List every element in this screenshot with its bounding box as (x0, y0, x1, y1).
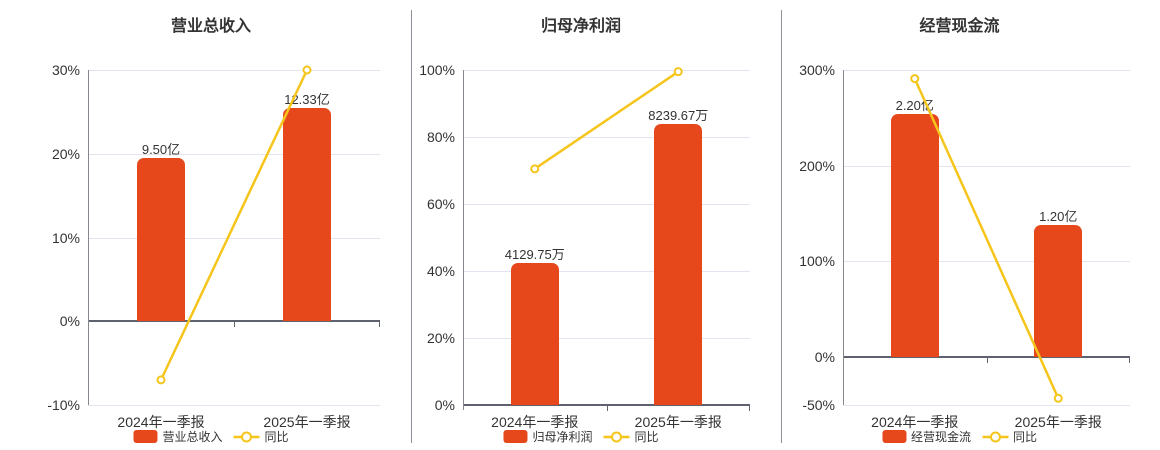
yoy-marker (910, 74, 920, 84)
y-tick-label: 200% (799, 157, 835, 174)
bar (510, 262, 559, 405)
legend: 归母净利润 同比 (503, 428, 659, 445)
legend-bar-swatch[interactable] (133, 430, 158, 443)
y-axis-line (843, 70, 844, 405)
panel-divider (781, 10, 782, 443)
bar-value-label: 1.20亿 (1039, 209, 1078, 225)
x-tick-label: 2024年一季报 (117, 414, 205, 430)
gridline (463, 70, 750, 71)
chart-title: 经营现金流 (919, 18, 1000, 35)
bar (890, 113, 939, 358)
legend-bar-label[interactable]: 营业总收入 (162, 430, 223, 444)
x-tick-label: 2025年一季报 (263, 414, 351, 430)
gridline (463, 271, 750, 272)
y-tick-label: 40% (426, 263, 455, 279)
gridline (843, 261, 1130, 263)
legend-yoy-label[interactable]: 同比 (634, 430, 659, 444)
chart-title: 归母净利润 (540, 18, 622, 35)
zero-axis-line (463, 404, 750, 406)
y-tick-label: -50% (802, 397, 835, 413)
legend-yoy-line-icon[interactable] (233, 431, 260, 443)
gridline (463, 338, 750, 339)
axis-tick (606, 406, 608, 411)
axis-tick (749, 406, 750, 411)
gridline (843, 165, 1130, 167)
yoy-marker (1053, 393, 1063, 403)
bar-value-label: 2.20亿 (895, 97, 934, 113)
legend: 经营现金流 同比 (881, 428, 1038, 445)
y-tick-label: 60% (426, 196, 455, 212)
y-tick-label: 0% (434, 397, 455, 413)
bar-value-label: 4129.75万 (504, 246, 565, 262)
gridline (843, 70, 1130, 71)
axis-tick (379, 322, 380, 328)
x-tick-label: 2025年一季报 (634, 414, 722, 430)
axis-tick (1129, 358, 1130, 364)
x-tick-label: 2025年一季报 (1014, 414, 1102, 430)
bar (654, 123, 703, 405)
x-tick-label: 2024年一季报 (491, 414, 579, 430)
chart-title: 营业总收入 (170, 18, 252, 35)
gridline (88, 405, 380, 406)
y-tick-label: 10% (51, 229, 80, 246)
y-axis-line (463, 70, 464, 410)
legend-bar-swatch[interactable] (881, 430, 906, 443)
legend-yoy-label[interactable]: 同比 (1013, 430, 1038, 444)
legend-bar-label[interactable]: 归母净利润 (532, 430, 593, 444)
legend-yoy-line-icon[interactable] (982, 431, 1008, 443)
y-tick-label: 20% (51, 145, 80, 162)
gridline (463, 204, 750, 205)
y-tick-label: 0% (814, 349, 835, 366)
gridline (843, 405, 1130, 406)
legend-bar-swatch[interactable] (503, 430, 528, 443)
y-tick-label: 80% (426, 129, 455, 145)
y-tick-label: 100% (799, 253, 835, 270)
legend-bar-label[interactable]: 经营现金流 (910, 430, 971, 444)
legend-yoy-label[interactable]: 同比 (264, 430, 289, 444)
legend-yoy-line-icon[interactable] (603, 431, 630, 443)
y-tick-label: 100% (419, 62, 455, 78)
bar (1034, 225, 1083, 358)
legend: 营业总收入 同比 (133, 428, 289, 445)
y-tick-label: 0% (59, 313, 80, 330)
y-tick-label: 30% (51, 62, 80, 78)
y-axis-line (88, 70, 89, 405)
axis-tick (986, 358, 988, 364)
panel-divider (411, 10, 412, 443)
x-tick-label: 2024年一季报 (871, 414, 959, 430)
y-tick-label: 20% (426, 330, 455, 346)
y-tick-label: 300% (799, 62, 835, 78)
y-tick-label: -10% (47, 397, 80, 413)
